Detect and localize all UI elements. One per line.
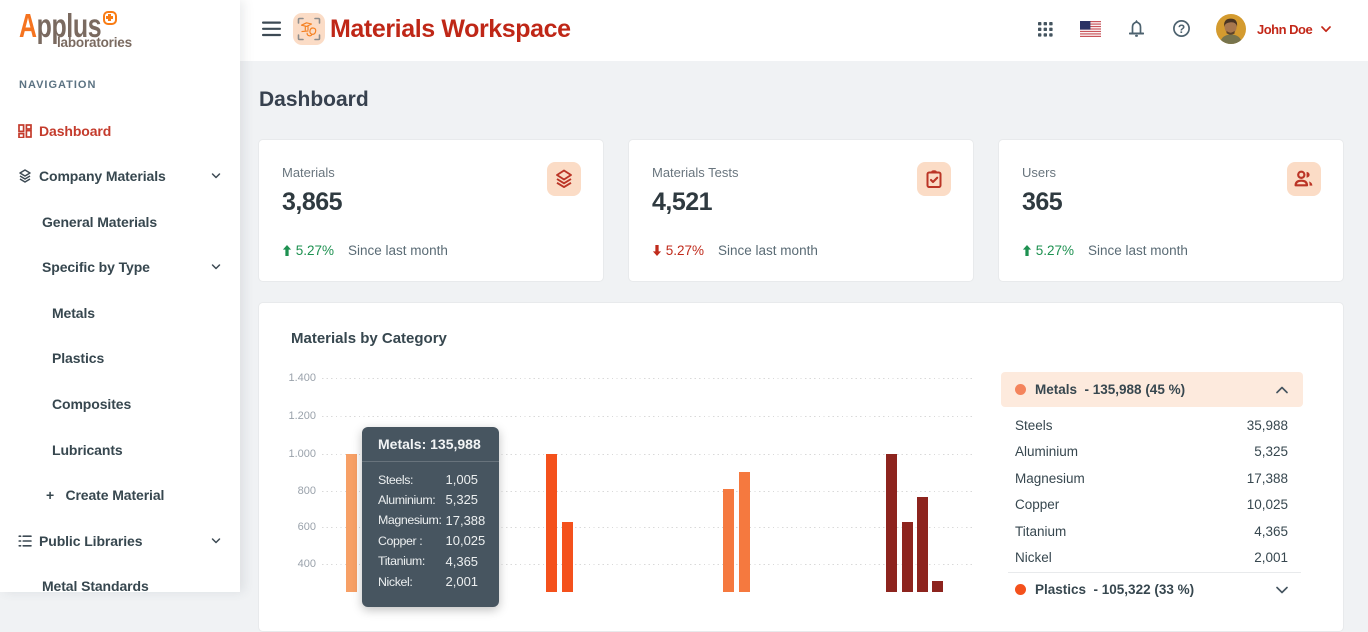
- svg-text:?: ?: [1178, 22, 1185, 36]
